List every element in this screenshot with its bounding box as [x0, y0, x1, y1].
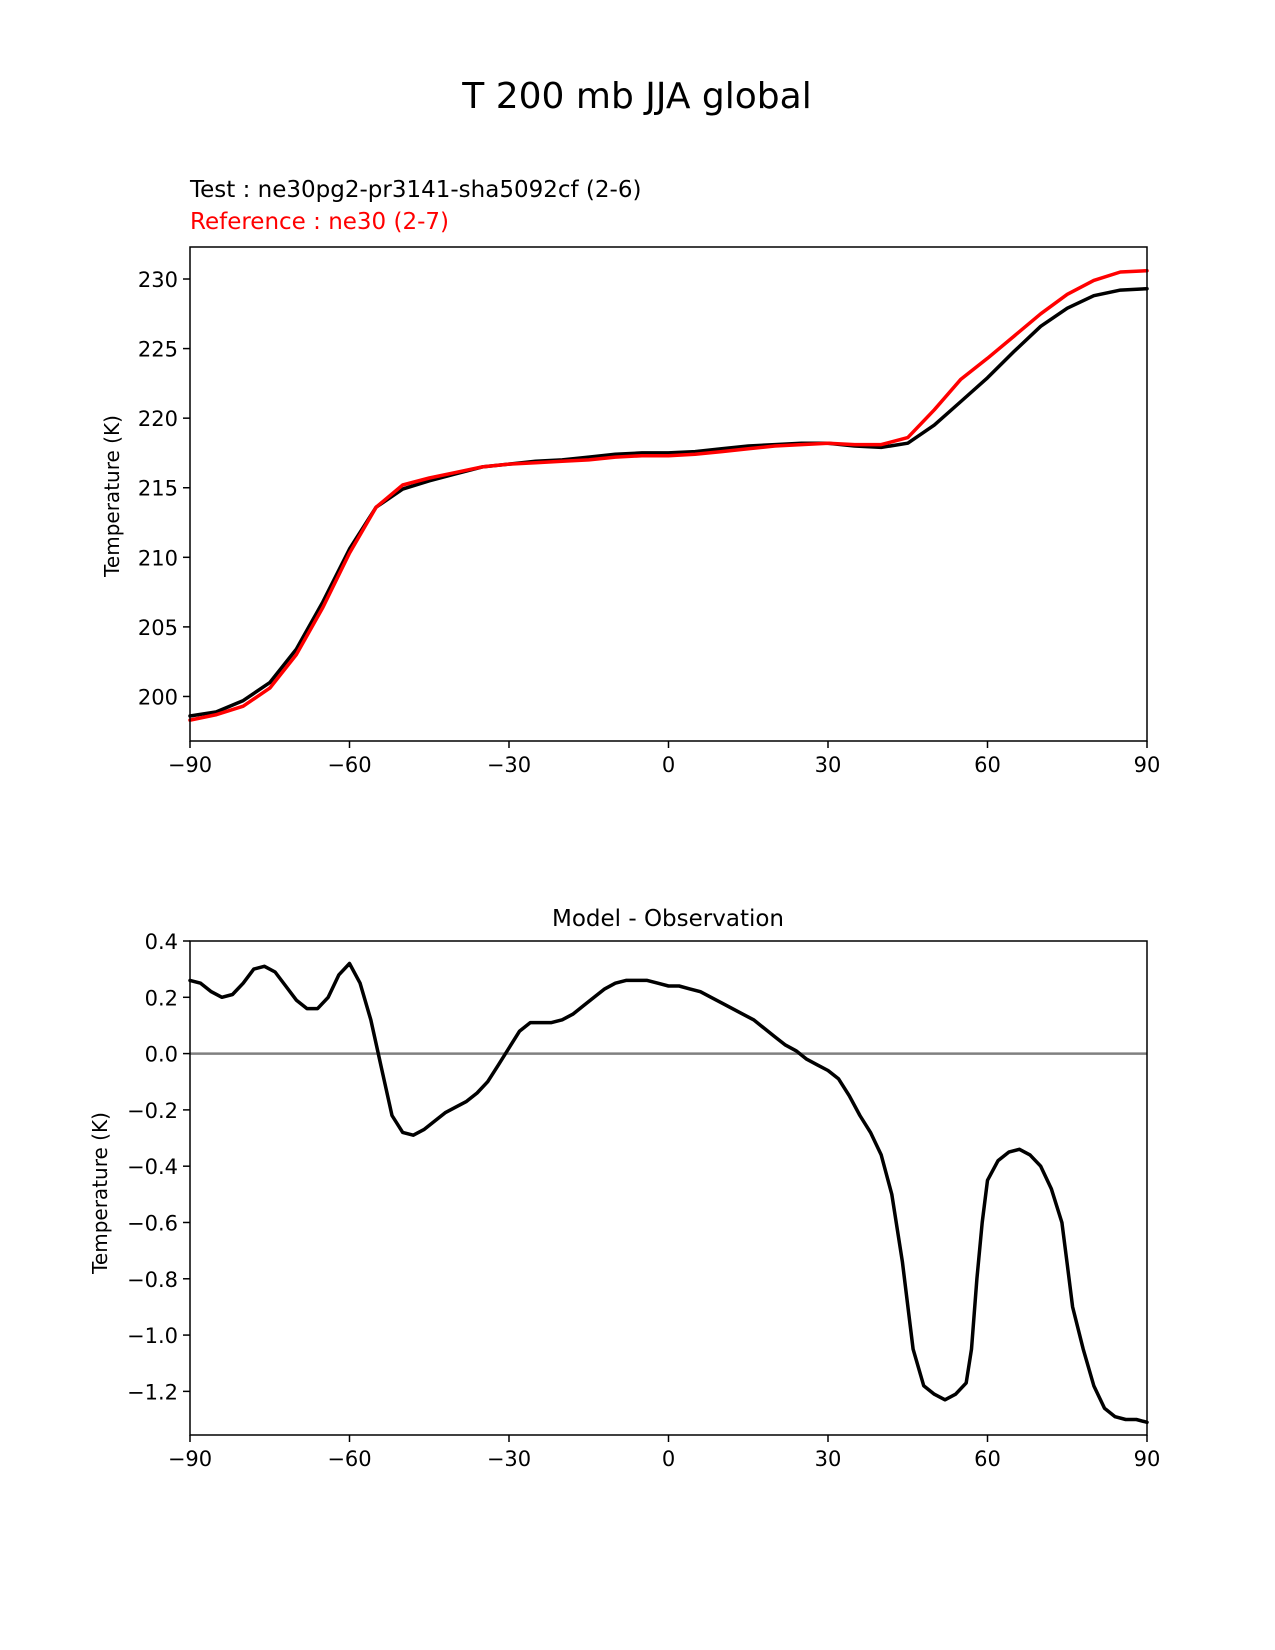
temperature-panel: Test : ne30pg2-pr3141-sha5092cf (2-6) Re… — [100, 177, 1160, 777]
top-ytick-label: 225 — [138, 338, 178, 362]
bottom-ytick-label: −0.2 — [127, 1099, 178, 1123]
bottom-xtick-label: 30 — [815, 1447, 842, 1471]
top-xtick-label: 60 — [974, 753, 1001, 777]
top-xtick-label: −60 — [327, 753, 371, 777]
top-ytick-label: 230 — [138, 268, 178, 292]
bottom-ytick-label: −1.0 — [127, 1324, 178, 1348]
top-series-test — [188, 286, 1149, 718]
bottom-xtick-label: 60 — [974, 1447, 1001, 1471]
reference-label: Reference : ne30 (2-7) — [190, 209, 449, 235]
top-xtick-label: −90 — [168, 753, 212, 777]
bottom-xtick-label: −60 — [327, 1447, 371, 1471]
bottom-ytick-label: −0.6 — [127, 1211, 178, 1235]
bottom-series-model-observation — [188, 961, 1149, 1425]
bottom-xtick-label: −30 — [487, 1447, 531, 1471]
difference-panel: Model - Observation Temperature (K) −90 −… — [88, 906, 1160, 1471]
bottom-ytick-label: −0.8 — [127, 1268, 178, 1292]
bottom-title: Model - Observation — [552, 906, 784, 932]
top-xtick-label: 30 — [815, 753, 842, 777]
figure-title: T 200 mb JJA global — [461, 76, 811, 117]
top-xtick-label: 90 — [1134, 753, 1161, 777]
top-xtick-label: −30 — [487, 753, 531, 777]
top-ytick-label: 220 — [138, 407, 178, 431]
bottom-ytick-label: −1.2 — [127, 1380, 178, 1404]
bottom-ytick-label: −0.4 — [127, 1155, 178, 1179]
top-ytick-label: 210 — [138, 546, 178, 570]
top-ytick-label: 215 — [138, 477, 178, 501]
top-ytick-label: 205 — [138, 616, 178, 640]
top-series-reference — [188, 268, 1149, 722]
bottom-ytick-label: 0.4 — [145, 930, 178, 954]
bottom-xtick-label: −90 — [168, 1447, 212, 1471]
top-ytick-label: 200 — [138, 685, 178, 709]
bottom-xtick-label: 0 — [662, 1447, 675, 1471]
bottom-axes-frame — [189, 940, 1148, 1436]
bottom-xtick-label: 90 — [1134, 1447, 1161, 1471]
bottom-ytick-label: 0.2 — [145, 986, 178, 1010]
bottom-ytick-label: 0.0 — [145, 1043, 178, 1067]
test-label: Test : ne30pg2-pr3141-sha5092cf (2-6) — [189, 177, 641, 203]
top-xtick-label: 0 — [662, 753, 675, 777]
bottom-ylabel: Temperature (K) — [88, 1112, 112, 1275]
top-ylabel: Temperature (K) — [100, 415, 124, 578]
top-axes-frame — [189, 246, 1148, 742]
